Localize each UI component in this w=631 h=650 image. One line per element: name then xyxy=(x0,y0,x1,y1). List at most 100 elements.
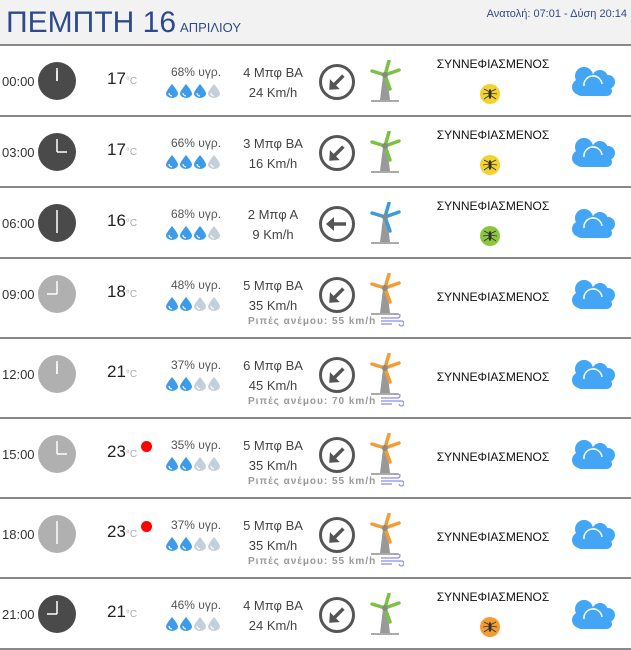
wind-turbine-icon xyxy=(370,131,401,173)
humidity-value: 37% υγρ. xyxy=(170,358,222,372)
day-header: ΠΕΜΠΤΗ 16 ΑΠΡΙΛΙΟΥ Ανατολή: 07:01 - Δύση … xyxy=(0,0,631,46)
mosquito-icon xyxy=(480,84,500,104)
wind-gust-icon xyxy=(381,474,404,487)
wind-gust-text: Ριπές ανέμου: 55 km/h xyxy=(248,316,377,327)
wind-direction-icon xyxy=(319,206,355,242)
mosquito-icon xyxy=(480,617,500,637)
cloudy-icon xyxy=(572,209,615,238)
cloudy-icon xyxy=(572,520,615,549)
wind-turbine-icon xyxy=(370,273,401,315)
clock-icon xyxy=(38,133,76,171)
humidity-drop-icon xyxy=(208,377,220,396)
wind-info: 5 Μπφ ΒΑ 35 Km/h xyxy=(235,436,311,476)
wind-beaufort: 3 Μπφ ΒΑ xyxy=(243,136,303,151)
weather-condition: ΣΥΝΝΕΦΙΑΣΜΕΝΟΣ xyxy=(436,450,550,464)
humidity-drop-icon xyxy=(194,617,206,636)
cloudy-icon xyxy=(572,138,615,167)
humidity-drops xyxy=(166,84,220,103)
wind-info: 2 Μπφ Α 9 Km/h xyxy=(235,205,311,245)
wind-gust-text: Ριπές ανέμου: 70 km/h xyxy=(248,396,377,407)
humidity-value: 68% υγρ. xyxy=(170,207,222,221)
cloudy-icon xyxy=(572,67,615,96)
wind-beaufort: 5 Μπφ ΒΑ xyxy=(243,278,303,293)
wind-beaufort: 2 Μπφ Α xyxy=(247,207,299,222)
wind-direction-icon xyxy=(319,437,355,473)
wind-beaufort: 6 Μπφ ΒΑ xyxy=(243,358,303,373)
forecast-time: 18:00 xyxy=(2,527,35,542)
humidity-value: 48% υγρ. xyxy=(170,278,222,292)
weather-condition: ΣΥΝΝΕΦΙΑΣΜΕΝΟΣ xyxy=(436,199,550,213)
wind-direction-icon xyxy=(319,357,355,393)
wind-turbine-icon xyxy=(370,433,401,475)
humidity-value: 68% υγρ. xyxy=(170,65,222,79)
forecast-time: 12:00 xyxy=(2,367,35,382)
humidity-drop-icon xyxy=(194,377,206,396)
forecast-row: 21:00 21°C 46% υγρ. 4 Μπφ ΒΑ 24 Km/h ΣΥΝΝ… xyxy=(0,579,631,650)
humidity-drop-icon xyxy=(166,155,178,174)
cloudy-icon xyxy=(572,600,615,629)
forecast-row: 18:00 23°C 37% υγρ. 5 Μπφ ΒΑ 35 Km/h ΣΥΝΝ… xyxy=(0,499,631,579)
sunrise-sunset: Ανατολή: 07:01 - Δύση 20:14 xyxy=(486,8,627,20)
wind-speed: 16 Km/h xyxy=(248,156,298,171)
forecast-time: 09:00 xyxy=(2,287,35,302)
clock-icon xyxy=(38,515,76,553)
humidity-value: 35% υγρ. xyxy=(170,438,222,452)
humidity-drop-icon xyxy=(208,155,220,174)
wind-speed: 35 Km/h xyxy=(248,298,298,313)
cloudy-icon xyxy=(572,440,615,469)
forecast-row: 06:00 16°C 68% υγρ. 2 Μπφ Α 9 Km/h ΣΥΝΝΕΦ… xyxy=(0,188,631,259)
wind-direction-icon xyxy=(319,277,355,313)
humidity-value: 46% υγρ. xyxy=(170,598,222,612)
humidity-value: 37% υγρ. xyxy=(170,518,222,532)
weather-condition: ΣΥΝΝΕΦΙΑΣΜΕΝΟΣ xyxy=(436,590,550,604)
forecast-time: 06:00 xyxy=(2,216,35,231)
humidity-drop-icon xyxy=(194,155,206,174)
day-name: ΠΕΜΠΤΗ 16 xyxy=(6,6,177,39)
wind-direction-icon xyxy=(319,64,355,100)
humidity-drops xyxy=(166,297,220,316)
temperature: 18°C xyxy=(107,282,138,301)
wind-speed: 45 Km/h xyxy=(248,378,298,393)
wind-gust-text: Ριπές ανέμου: 55 km/h xyxy=(248,476,377,487)
humidity-drop-icon xyxy=(208,457,220,476)
forecast-row: 00:00 17°C 68% υγρ. 4 Μπφ ΒΑ 24 Km/h ΣΥΝΝ… xyxy=(0,46,631,117)
humidity-drop-icon xyxy=(166,377,178,396)
humidity-drop-icon xyxy=(166,297,178,316)
humidity-drop-icon xyxy=(208,297,220,316)
wind-gust-icon xyxy=(381,314,404,327)
forecast-list: 00:00 17°C 68% υγρ. 4 Μπφ ΒΑ 24 Km/h ΣΥΝΝ… xyxy=(0,46,631,650)
humidity-drop-icon xyxy=(166,84,178,103)
humidity-drop-icon xyxy=(194,84,206,103)
forecast-row: 12:00 21°C 37% υγρ. 6 Μπφ ΒΑ 45 Km/h ΣΥΝΝ… xyxy=(0,339,631,419)
forecast-time: 00:00 xyxy=(2,74,35,89)
wind-speed: 35 Km/h xyxy=(248,538,298,553)
wind-gust-text: Ριπές ανέμου: 55 km/h xyxy=(248,556,377,567)
humidity-drops xyxy=(166,226,220,245)
humidity-drop-icon xyxy=(166,537,178,556)
forecast-row: 15:00 23°C 35% υγρ. 5 Μπφ ΒΑ 35 Km/h ΣΥΝΝ… xyxy=(0,419,631,499)
wind-speed: 9 Km/h xyxy=(252,227,294,242)
humidity-drop-icon xyxy=(180,84,192,103)
wind-beaufort: 5 Μπφ ΒΑ xyxy=(243,438,303,453)
humidity-drop-icon xyxy=(194,457,206,476)
humidity-drop-icon xyxy=(194,297,206,316)
temperature: 21°C xyxy=(107,602,138,621)
humidity-drop-icon xyxy=(180,155,192,174)
forecast-time: 03:00 xyxy=(2,145,35,160)
clock-icon xyxy=(38,275,76,313)
clock-icon xyxy=(38,435,76,473)
humidity-drop-icon xyxy=(180,226,192,245)
wind-direction-icon xyxy=(319,135,355,171)
humidity-drop-icon xyxy=(194,537,206,556)
humidity-drop-icon xyxy=(208,226,220,245)
humidity-drops xyxy=(166,457,220,476)
cloudy-icon xyxy=(572,280,615,309)
wind-turbine-icon xyxy=(370,60,401,102)
humidity-drops xyxy=(166,617,220,636)
mosquito-icon xyxy=(480,155,500,175)
humidity-drop-icon xyxy=(208,84,220,103)
wind-turbine-icon xyxy=(370,513,401,555)
temperature: 21°C xyxy=(107,362,138,381)
wind-beaufort: 4 Μπφ ΒΑ xyxy=(243,598,303,613)
temperature: 17°C xyxy=(107,140,138,159)
